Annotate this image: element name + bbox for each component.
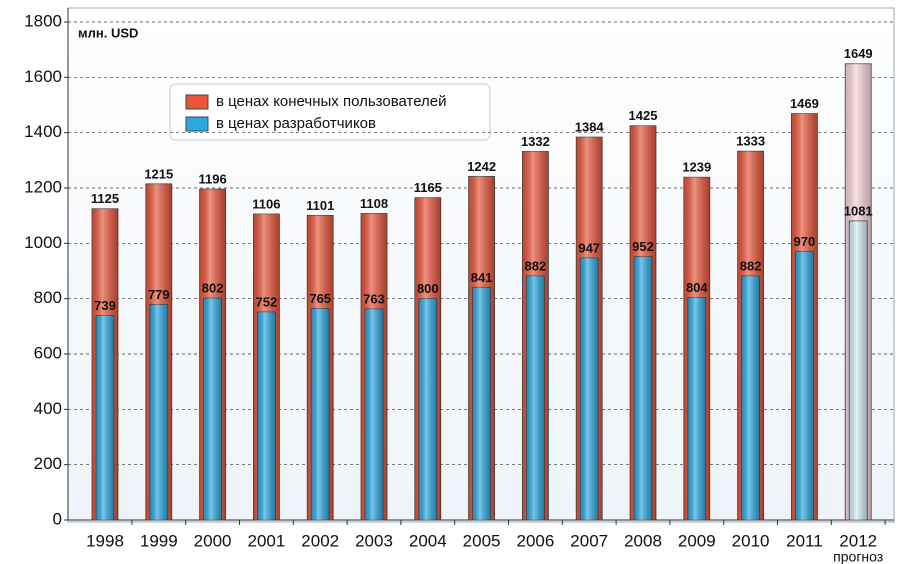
bar <box>203 297 223 521</box>
bar <box>795 251 814 521</box>
y-tick-label: 1000 <box>24 233 62 252</box>
bar <box>526 275 545 521</box>
legend: в ценах конечных пользователей в ценах ра… <box>169 83 491 141</box>
value-label: 804 <box>686 280 708 295</box>
value-label: 970 <box>794 234 816 249</box>
y-tick-label: 1600 <box>24 67 62 86</box>
bar <box>472 286 492 521</box>
value-label: 779 <box>148 287 170 302</box>
x-tick-label: 2001 <box>247 531 285 550</box>
bar <box>848 220 868 521</box>
bar <box>364 308 384 521</box>
value-label: 1239 <box>682 160 711 175</box>
y-tick-label: 1200 <box>24 177 62 196</box>
x-tick-label: 1998 <box>86 531 124 550</box>
value-label: 1108 <box>360 196 388 211</box>
bar <box>687 297 707 521</box>
value-label: 1333 <box>736 134 765 149</box>
value-label: 1165 <box>414 180 442 195</box>
bar <box>310 307 330 521</box>
x-tick-label: 2002 <box>301 531 339 550</box>
value-label: 947 <box>578 240 600 255</box>
value-label: 1196 <box>198 172 226 187</box>
value-label: 1384 <box>575 120 605 135</box>
value-label: 752 <box>256 294 278 309</box>
value-label: 1649 <box>844 46 873 61</box>
value-label: 763 <box>363 291 385 306</box>
value-label: 1101 <box>306 198 334 213</box>
x-tick-label: 2004 <box>409 531 447 550</box>
y-tick-label: 200 <box>34 454 62 473</box>
legend-swatch <box>185 94 209 110</box>
value-label: 1469 <box>790 96 819 111</box>
value-label: 1125 <box>91 191 119 206</box>
x-tick-label: 2012 <box>839 531 877 550</box>
y-tick-label: 1800 <box>24 11 62 30</box>
annotation: прогноз <box>833 549 883 564</box>
value-label: 882 <box>740 258 762 273</box>
value-label: 1081 <box>844 203 873 218</box>
value-label: 1332 <box>521 134 550 149</box>
bar <box>95 315 115 521</box>
y-tick-label: 800 <box>34 288 62 307</box>
value-label: 800 <box>417 281 439 296</box>
x-tick-label: 2008 <box>624 531 662 550</box>
y-tick-label: 600 <box>34 343 62 362</box>
y-tick-label: 400 <box>34 399 62 418</box>
x-tick-label: 2005 <box>463 531 501 550</box>
bar <box>579 257 599 521</box>
x-tick-label: 2010 <box>732 531 770 550</box>
bar <box>418 298 438 521</box>
value-label: 952 <box>632 239 654 254</box>
legend-swatch <box>185 116 209 132</box>
value-label: 1425 <box>629 108 658 123</box>
value-label: 765 <box>309 291 331 306</box>
y-tick-label: 1400 <box>24 122 62 141</box>
legend-box <box>169 83 491 141</box>
x-tick-label: 2009 <box>678 531 716 550</box>
bar <box>256 311 276 521</box>
x-tick-label: 2011 <box>786 531 823 550</box>
value-label: 802 <box>202 281 224 296</box>
x-tick-label: 2006 <box>516 531 554 550</box>
value-label: 841 <box>471 270 493 285</box>
x-tick-label: 1999 <box>140 531 178 550</box>
bar <box>633 256 653 521</box>
value-label: 739 <box>94 298 116 313</box>
y-tick-label: 0 <box>53 509 62 528</box>
bar <box>741 275 760 521</box>
value-label: 1242 <box>467 159 496 174</box>
bar <box>149 304 169 521</box>
value-label: 882 <box>525 258 547 273</box>
value-label: 1215 <box>144 166 173 181</box>
x-tick-label: 2007 <box>570 531 608 550</box>
legend-label: в ценах конечных пользователей <box>216 93 447 110</box>
legend-label: в ценах разработчиков <box>216 115 376 132</box>
value-label: 1106 <box>252 196 280 211</box>
x-tick-label: 2000 <box>194 531 232 550</box>
x-tick-label: 2003 <box>355 531 393 550</box>
unit-label: млн. USD <box>78 25 138 40</box>
